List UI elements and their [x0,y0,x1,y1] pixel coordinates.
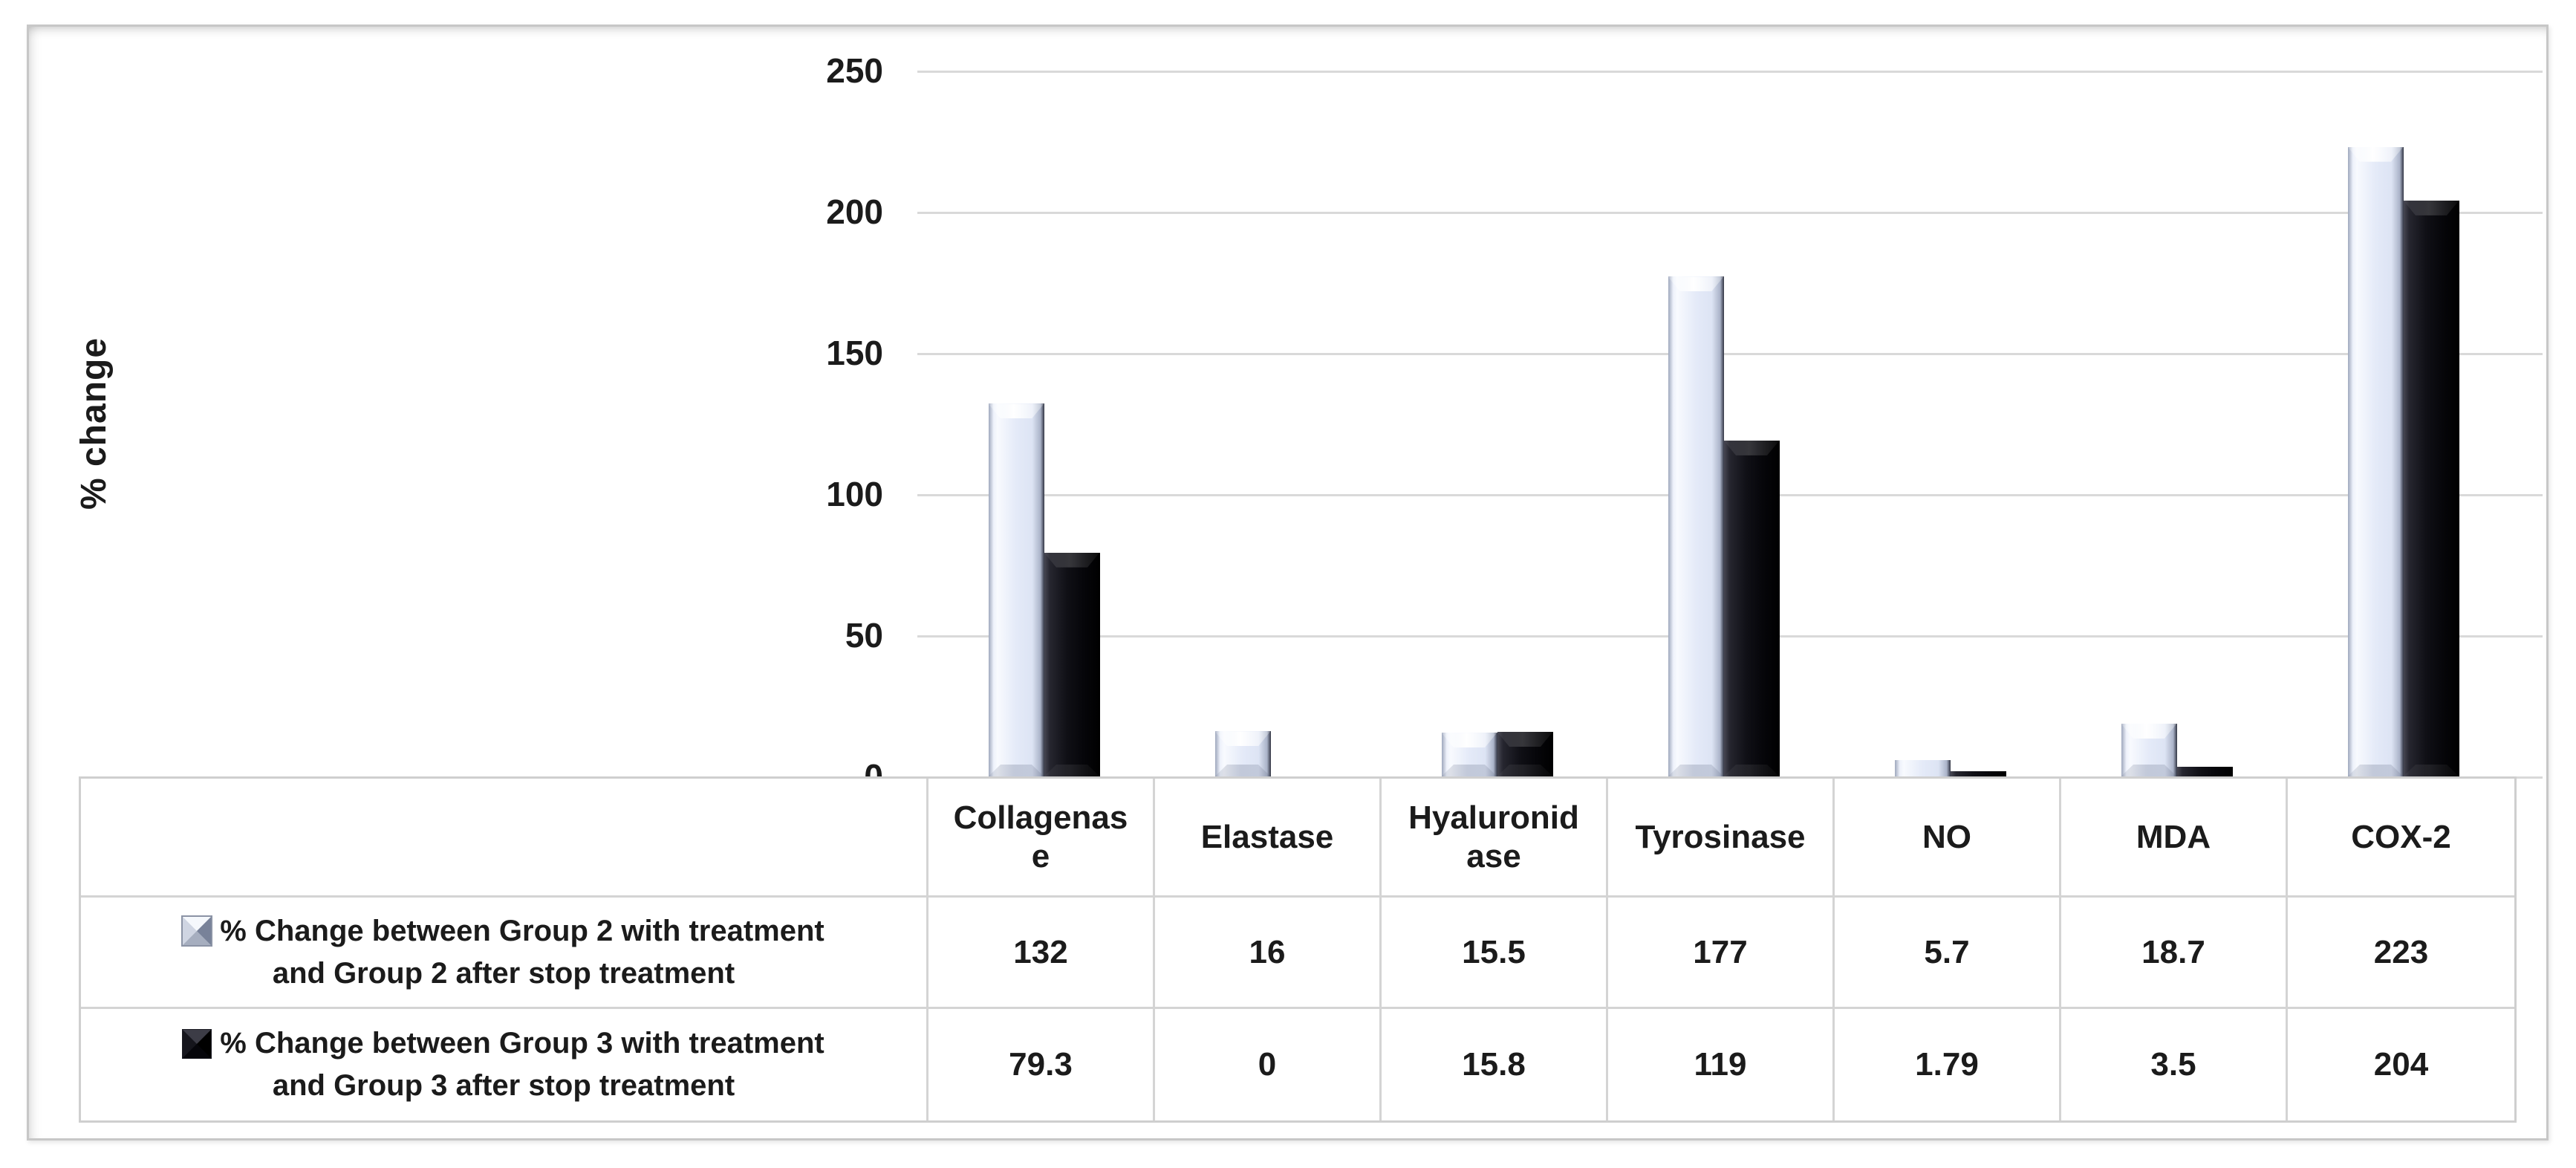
bar-bottom-bevel [1441,765,1497,776]
value-series2-elastase: 0 [1155,1009,1382,1120]
column-header-elastase: Elastase [1155,779,1382,898]
value-series2-tyrosinase: 119 [1608,1009,1835,1120]
bar-bottom-bevel [2403,765,2459,776]
value-series1-mda: 18.7 [2061,898,2288,1009]
column-header-mda: MDA [2061,779,2288,898]
bar-bottom-bevel [1723,765,1780,776]
column-header-line: NO [1922,818,1971,855]
column-header-line: Elastase [1200,818,1334,855]
gridline-200 [917,212,2543,214]
legend-label-line: % Change between Group 3 with treatment [183,1022,824,1065]
bar-series1-tyrosinase [1668,276,1724,776]
value-series1-no: 5.7 [1835,898,2061,1009]
value-series2-no: 1.79 [1835,1009,2061,1120]
plot-area [917,71,2543,779]
bar-bottom-bevel [2121,765,2177,776]
legend-label-text: and Group 3 after stop treatment [272,1069,735,1102]
value-series2-hyaluronidase: 15.8 [1382,1009,1608,1120]
bar-series2-mda [2176,766,2233,776]
y-axis-title-text: % change [74,337,114,510]
bar-bottom-bevel [2347,765,2404,776]
chart-data-table: Collagenas e Elastase Hyaluronid ase Tyrosina… [79,776,2517,1123]
y-tick-label-100: 100 [826,475,883,513]
series1-light-swatch-icon [183,917,212,946]
bar-top-bevel [2403,200,2459,215]
column-header-line: COX-2 [2351,818,2451,855]
bar-top-bevel [988,403,1044,419]
value-series1-elastase: 16 [1155,898,1382,1009]
bar-series1-no [1894,760,1951,776]
legend-label-line: and Group 3 after stop treatment [273,1065,735,1107]
bar-top-bevel [2121,723,2177,739]
bar-series2-cox-2 [2403,200,2459,776]
series2-black-swatch-icon [183,1029,212,1058]
bar-top-bevel [1723,440,1780,455]
column-header-collagenase: Collagenas e [928,779,1155,898]
bar-series1-collagenase [988,403,1044,776]
y-tick-label-50: 50 [845,616,883,655]
bar-series2-no [1950,771,2006,776]
bar-series2-tyrosinase [1723,440,1780,776]
column-header-line: ase [1466,837,1521,875]
bar-bottom-bevel [988,765,1044,776]
legend-label-line: % Change between Group 2 with treatment [183,910,824,953]
bar-bottom-bevel [1497,765,1553,776]
y-tick-label-200: 200 [826,192,883,231]
value-series1-hyaluronidase: 15.5 [1382,898,1608,1009]
value-series2-collagenase: 79.3 [928,1009,1155,1120]
bar-top-bevel [1497,731,1553,747]
column-header-line: Hyaluronid [1408,799,1579,836]
legend-label-text: % Change between Group 3 with treatment [220,1027,824,1060]
legend-label-text: % Change between Group 2 with treatment [220,914,824,947]
value-series1-tyrosinase: 177 [1608,898,1835,1009]
bar-series1-mda [2121,723,2177,776]
y-tick-label-250: 250 [826,51,883,90]
legend-row-label-series2: % Change between Group 3 with treatment a… [81,1009,928,1120]
bar-top-bevel [2347,146,2404,162]
legend-label-text: and Group 2 after stop treatment [272,956,735,990]
value-series2-cox-2: 204 [2373,1046,2429,1083]
column-header-cox-2: COX-2 [2288,779,2514,898]
gridline-250 [917,71,2543,73]
column-header-line: Collagenas [953,799,1128,836]
column-header-line: e [1031,837,1050,875]
column-header-no: NO [1835,779,2061,898]
bar-bottom-bevel [1668,765,1724,776]
bar-bottom-bevel [1044,765,1100,776]
column-header-line: MDA [2136,818,2211,855]
gridline-150 [917,353,2543,355]
bar-top-bevel [1441,733,1497,748]
legend-label-line: and Group 2 after stop treatment [273,953,735,995]
bar-series1-hyaluronidase [1441,733,1497,776]
bar-top-bevel [1044,552,1100,568]
column-header-hyaluronidase: Hyaluronid ase [1382,779,1608,898]
bar-series1-cox-2 [2347,146,2404,776]
column-header-tyrosinase: Tyrosinase [1608,779,1835,898]
value-series1-cox-2: 223 [2288,898,2514,1009]
table-corner-cell [81,779,928,898]
value-series1-collagenase: 132 [928,898,1155,1009]
column-header-line: Tyrosinase [1635,818,1806,855]
y-tick-label-150: 150 [826,334,883,372]
bar-series2-hyaluronidase [1497,731,1553,776]
value-series2-mda: 3.5 [2061,1009,2288,1120]
bar-top-bevel [1214,731,1271,747]
bar-top-bevel [1668,276,1724,292]
bar-series2-collagenase [1044,552,1100,776]
legend-row-label-series1: % Change between Group 2 with treatment a… [81,898,928,1009]
bar-bottom-bevel [1214,765,1271,776]
bar-series1-elastase [1214,731,1271,776]
